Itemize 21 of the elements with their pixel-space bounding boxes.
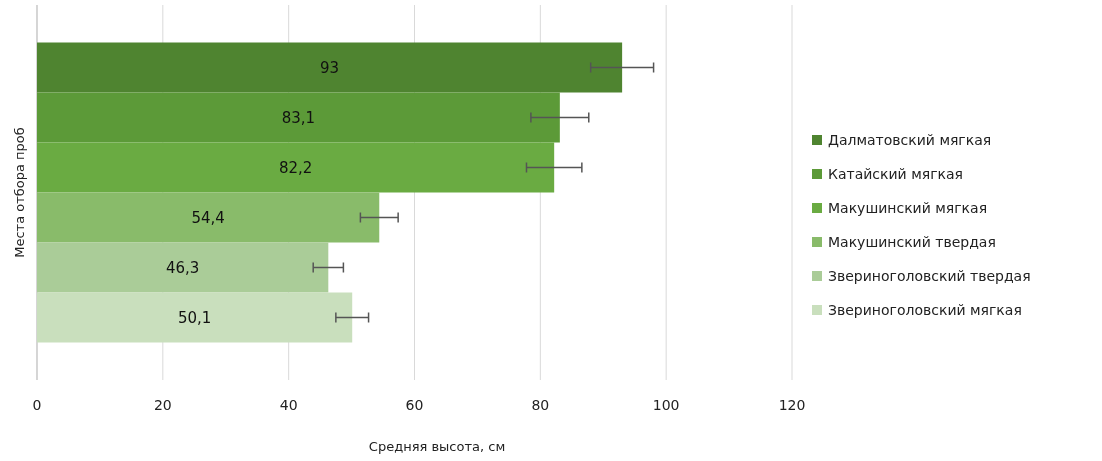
data-label: 46,3 — [165, 258, 200, 277]
x-tick-label: 40 — [279, 397, 298, 413]
data-label: 54,4 — [191, 208, 225, 227]
x-tick-label: 60 — [405, 397, 424, 413]
data-label: 82,2 — [278, 158, 313, 177]
data-label: 50,1 — [177, 308, 212, 327]
legend-label: Макушинский мягкая — [828, 199, 988, 216]
x-axis-title: Средняя высота, см — [368, 439, 506, 454]
legend-label: Звериноголовский твердая — [828, 267, 1031, 284]
legend-label: Катайский мягкая — [828, 165, 963, 182]
x-tick-label: 20 — [153, 397, 172, 413]
data-label: 83,1 — [281, 108, 316, 127]
x-tick-label: 100 — [652, 397, 680, 413]
legend-label: Макушинский твердая — [828, 233, 996, 250]
legend-label: Звериноголовский мягкая — [828, 301, 1022, 318]
legend-label: Далматовский мягкая — [828, 131, 992, 148]
x-tick-label: 0 — [32, 397, 42, 413]
data-label: 93 — [320, 58, 340, 77]
y-axis-title: Места отбора проб — [12, 127, 27, 258]
x-tick-label: 80 — [531, 397, 550, 413]
x-tick-label: 120 — [778, 397, 806, 413]
